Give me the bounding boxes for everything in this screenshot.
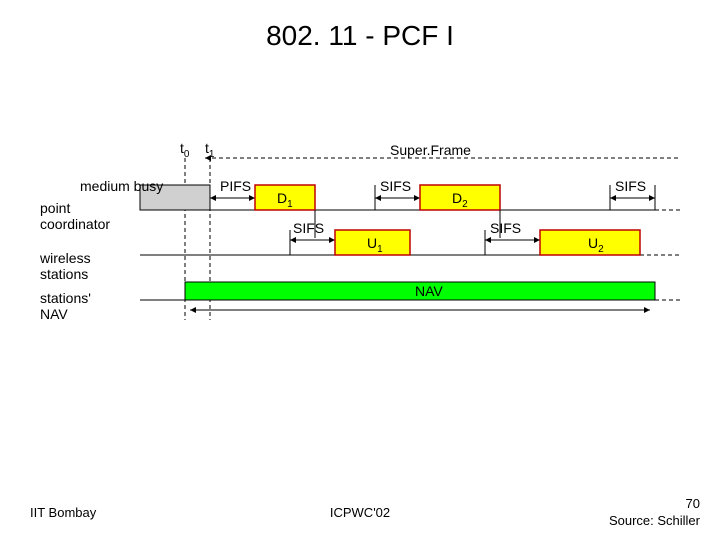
point-coordinator-label: point coordinator xyxy=(40,200,130,232)
page-title: 802. 11 - PCF I xyxy=(0,20,720,52)
stations-nav-label: stations' NAV xyxy=(40,290,120,322)
footer-right: 70 Source: Schiller xyxy=(609,496,700,530)
nav-text: NAV xyxy=(415,283,443,299)
sifs-label-3: SIFS xyxy=(293,220,324,236)
sifs-label-2: SIFS xyxy=(615,178,646,194)
footer-source: Source: Schiller xyxy=(609,513,700,530)
medium-busy-label: medium busy xyxy=(80,178,163,194)
sifs-label-4: SIFS xyxy=(490,220,521,236)
timing-diagram: t0 t1 Super.Frame medium busy PIFS SIFS … xyxy=(40,140,690,390)
t1-label: t1 xyxy=(205,140,214,160)
d1-label: D1 xyxy=(277,190,293,210)
t0-label: t0 xyxy=(180,140,189,160)
pifs-label: PIFS xyxy=(220,178,251,194)
d2-label: D2 xyxy=(452,190,468,210)
wireless-stations-label: wireless stations xyxy=(40,250,120,282)
superframe-label: Super.Frame xyxy=(390,142,471,158)
u2-label: U2 xyxy=(588,235,604,255)
page-number: 70 xyxy=(609,496,700,513)
u1-label: U1 xyxy=(367,235,383,255)
sifs-label-1: SIFS xyxy=(380,178,411,194)
